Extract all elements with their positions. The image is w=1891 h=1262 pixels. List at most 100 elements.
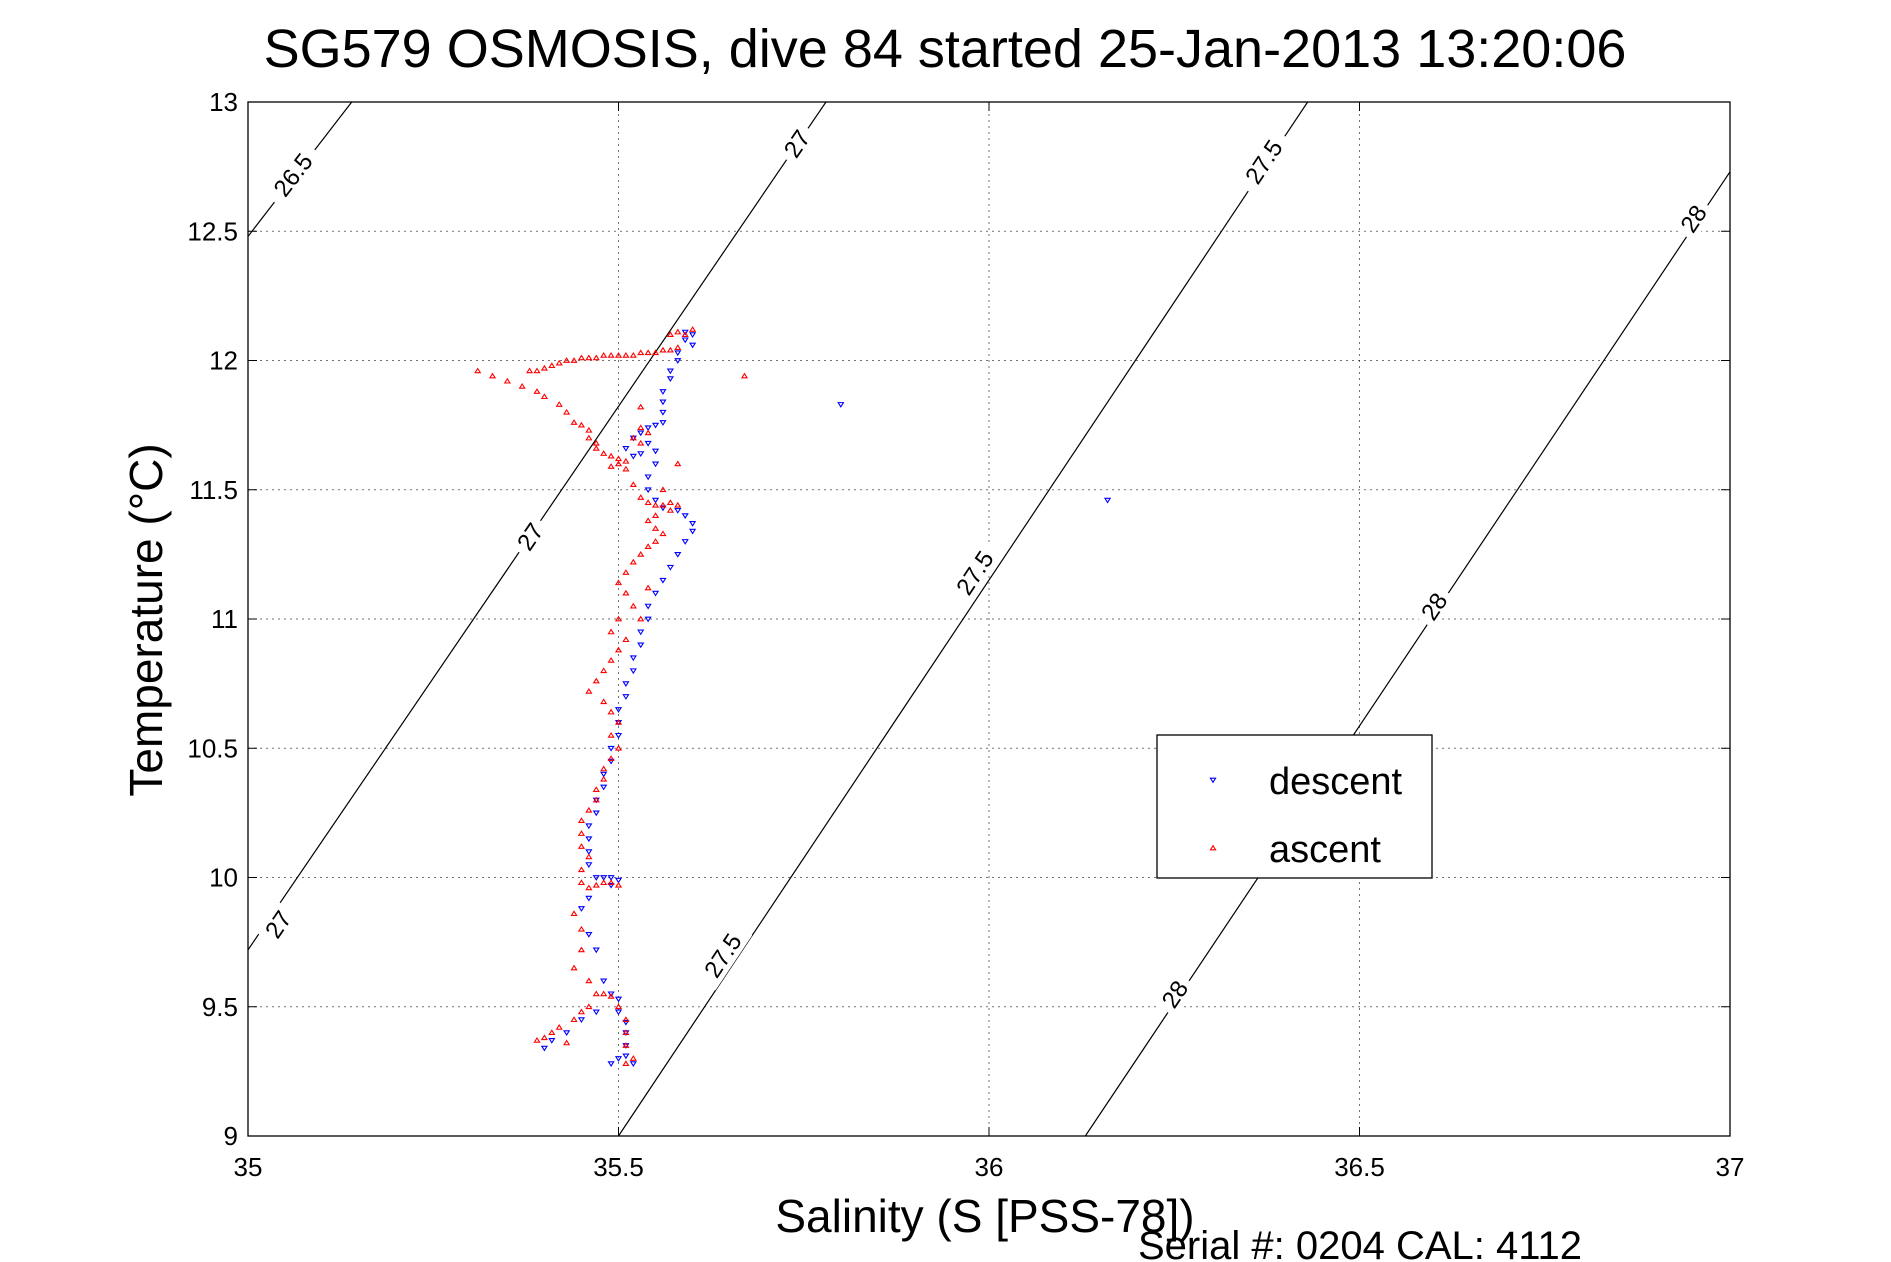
descent-point bbox=[629, 668, 637, 675]
ascent-point bbox=[533, 388, 541, 394]
ascent-point bbox=[622, 465, 630, 472]
ascent-point bbox=[651, 538, 660, 544]
legend: descent ascent bbox=[1156, 734, 1433, 879]
descent-point bbox=[629, 453, 637, 460]
ascent-point bbox=[600, 765, 608, 772]
legend-box bbox=[1156, 734, 1433, 879]
ascent-point bbox=[614, 719, 623, 725]
ascent-point bbox=[577, 843, 586, 849]
descent-point bbox=[651, 590, 660, 597]
ascent-point bbox=[488, 372, 497, 379]
descent-point bbox=[607, 882, 615, 889]
descent-point bbox=[622, 1019, 630, 1026]
isopycnal-label-bg bbox=[944, 537, 1005, 608]
ascent-point bbox=[614, 579, 623, 586]
y-tick-label: 9.5 bbox=[202, 992, 238, 1022]
ascent-point bbox=[674, 344, 682, 350]
ascent-point bbox=[607, 879, 615, 886]
descent-point bbox=[644, 603, 652, 610]
ascent-point bbox=[585, 426, 593, 433]
ascent-point bbox=[622, 1029, 630, 1035]
descent-point bbox=[681, 337, 689, 344]
descent-point bbox=[548, 1037, 556, 1044]
ascent-point bbox=[540, 393, 548, 400]
ascent-point bbox=[666, 346, 674, 353]
x-tick-label: 36 bbox=[975, 1152, 1004, 1182]
descent-point bbox=[614, 1056, 623, 1062]
ascent-point bbox=[689, 326, 697, 332]
ascent-point bbox=[614, 460, 623, 467]
isopycnal-label-bg bbox=[692, 919, 753, 991]
ascent-point bbox=[548, 362, 556, 369]
descent-point bbox=[607, 1061, 615, 1067]
y-tick-label: 9 bbox=[224, 1121, 238, 1151]
descent-point bbox=[540, 1045, 548, 1052]
descent-point bbox=[614, 732, 623, 739]
ascent-point bbox=[563, 357, 571, 363]
ascent-point bbox=[637, 424, 645, 431]
descent-point bbox=[674, 508, 682, 514]
ascent-point bbox=[533, 367, 541, 374]
isopycnal-label-bg bbox=[774, 119, 819, 167]
descent-point bbox=[659, 389, 667, 395]
y-tick-label: 10.5 bbox=[187, 733, 238, 763]
ascent-point bbox=[614, 351, 623, 358]
ascent-point bbox=[570, 357, 578, 363]
ascent-point bbox=[666, 507, 674, 513]
descent-point bbox=[607, 991, 615, 998]
ascent-point bbox=[540, 364, 548, 371]
descent-point bbox=[622, 681, 630, 688]
axes-box bbox=[247, 101, 1731, 1137]
ascent-point bbox=[585, 977, 593, 984]
ascent-point bbox=[607, 993, 615, 999]
isopycnal-label-bg bbox=[1152, 970, 1197, 1018]
ascent-point bbox=[555, 401, 563, 407]
descent-point bbox=[585, 836, 593, 843]
ascent-point bbox=[622, 1016, 630, 1023]
descent-point bbox=[674, 552, 682, 558]
ascent-point bbox=[666, 499, 674, 506]
ascent-point bbox=[600, 879, 608, 886]
descent-point bbox=[681, 539, 689, 545]
descent-point bbox=[592, 1009, 600, 1016]
ascent-point bbox=[674, 328, 682, 335]
descent-point bbox=[629, 655, 637, 662]
descent-point bbox=[651, 461, 660, 468]
descent-point bbox=[637, 451, 645, 457]
isopycnal-label-bg bbox=[507, 512, 552, 560]
isopycnal-label-bg bbox=[255, 900, 300, 948]
ascent-point bbox=[585, 853, 593, 860]
ascent-point bbox=[474, 367, 482, 374]
y-axis-label: Temperature (°C) bbox=[120, 443, 172, 796]
ascent-point bbox=[629, 1055, 637, 1061]
ascent-point bbox=[585, 688, 593, 694]
ascent-point bbox=[600, 450, 608, 456]
legend-label-descent: descent bbox=[1269, 761, 1403, 803]
ascent-point bbox=[607, 452, 615, 459]
ascent-point bbox=[577, 354, 586, 361]
descent-point bbox=[614, 1009, 623, 1016]
descent-point bbox=[585, 849, 593, 856]
ascent-point bbox=[577, 879, 586, 886]
serial-cal-footer: Serial #: 0204 CAL: 4112 bbox=[1138, 1224, 1582, 1262]
descent-point bbox=[637, 629, 645, 636]
ascent-point bbox=[600, 351, 608, 358]
descent-point bbox=[666, 368, 674, 375]
descent-point bbox=[666, 564, 674, 571]
descent-point bbox=[689, 528, 697, 535]
ascent-point bbox=[533, 1036, 541, 1043]
ascent-point bbox=[592, 881, 600, 888]
ascent-point bbox=[659, 530, 667, 537]
ascent-point bbox=[577, 946, 586, 953]
ascent-point bbox=[600, 698, 608, 705]
ascent-point bbox=[644, 499, 652, 506]
ascent-point bbox=[614, 615, 623, 622]
ascent-point bbox=[674, 460, 682, 467]
ascent-point bbox=[592, 354, 600, 361]
descent-point bbox=[585, 932, 593, 938]
isopycnal-label-bg bbox=[1233, 126, 1294, 197]
descent-point bbox=[681, 329, 689, 336]
y-tick-label: 11.5 bbox=[189, 475, 238, 505]
legend-marker-descent bbox=[1209, 777, 1217, 784]
descent-point bbox=[674, 358, 682, 364]
